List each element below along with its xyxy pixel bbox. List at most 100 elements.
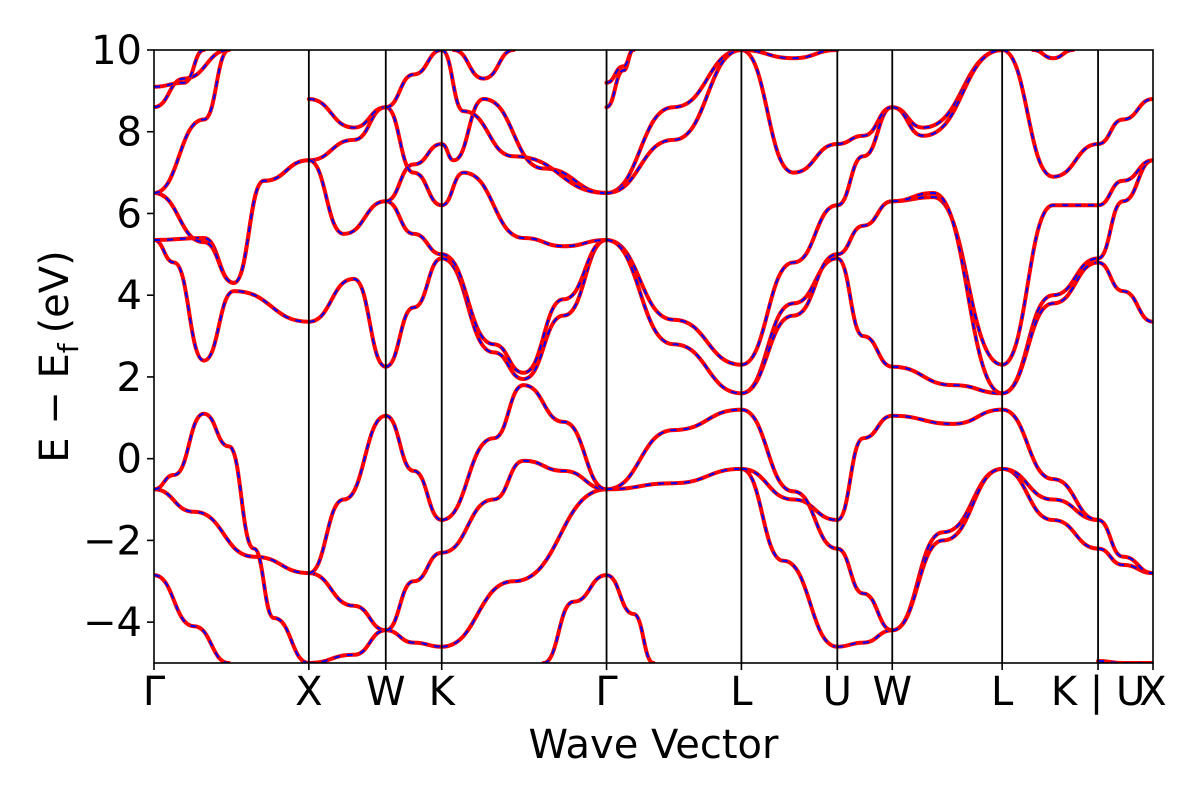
band-line-dashed-12 [308, 277, 387, 368]
plot-area-frame [153, 49, 1154, 664]
band-line-dashed-28 [441, 239, 607, 374]
band-line-solid-56 [835, 105, 895, 208]
band-line-solid-25 [439, 458, 609, 555]
y-tick-label-3: 2 [117, 355, 142, 401]
band-line-dashed-44 [741, 467, 838, 521]
band-line-solid-43 [739, 466, 840, 649]
band-line-dashed-49 [741, 50, 838, 174]
bands-layer [154, 50, 1153, 663]
y-axis-title-subscript: f [52, 342, 85, 353]
band-line-dashed-53 [836, 414, 893, 521]
band-line-dashed-55 [837, 200, 893, 256]
band-line-dashed-59 [892, 467, 1003, 632]
x-tick-label-9: K | U [1051, 669, 1145, 715]
band-line-dashed-0 [154, 574, 230, 663]
band-line-dashed-38 [606, 239, 742, 395]
band-line-solid-78 [1096, 158, 1153, 208]
band-line-solid-0 [154, 573, 231, 663]
band-line-solid-57 [835, 105, 895, 146]
band-line-solid-58 [890, 466, 1005, 633]
band-line-dashed-40 [606, 50, 742, 194]
band-line-dashed-18 [385, 551, 442, 632]
band-line-dashed-16 [385, 629, 442, 648]
band-line-solid-40 [604, 50, 744, 195]
band-line-solid-62 [890, 195, 1005, 367]
band-line-solid-69 [1000, 256, 1101, 396]
band-line-dashed-54 [836, 257, 893, 368]
band-line-dashed-42 [606, 50, 634, 84]
band-line-dashed-13 [308, 106, 386, 162]
band-line-dashed-48 [741, 204, 838, 366]
y-axis-title-unit: (eV) [32, 250, 78, 333]
band-line-dashed-15 [308, 159, 386, 235]
y-tick-label-1: −2 [83, 518, 142, 564]
band-line-dashed-56 [836, 106, 893, 207]
band-line-solid-80 [1096, 659, 1153, 663]
band-line-solid-27 [439, 238, 609, 381]
band-line-dashed-43 [741, 467, 838, 648]
band-line-dashed-22 [385, 106, 442, 207]
band-line-dashed-7 [154, 50, 229, 109]
band-line-solid-61 [890, 364, 1005, 396]
band-line-solid-52 [835, 546, 895, 633]
band-line-solid-46 [739, 256, 840, 396]
band-line-dashed-34 [606, 574, 654, 663]
band-line-solid-16 [383, 628, 444, 649]
band-line-dashed-24 [441, 488, 607, 648]
band-line-dashed-27 [441, 239, 607, 381]
band-line-solid-34 [604, 573, 656, 663]
y-tick-label-4: 4 [117, 273, 142, 319]
band-line-solid-9 [306, 571, 388, 633]
band-line-dashed-20 [385, 200, 442, 256]
x-tick-label-3: K [429, 669, 457, 715]
band-line-dashed-35 [606, 467, 742, 491]
band-line-solid-45 [739, 407, 840, 551]
band-line-solid-54 [835, 256, 895, 369]
band-line-dashed-30 [441, 97, 607, 194]
band-line-dashed-67 [1002, 467, 1099, 521]
band-line-dashed-77 [1097, 261, 1153, 323]
band-line-solid-12 [306, 276, 388, 369]
band-line-dashed-26 [441, 384, 607, 521]
x-tick-label-6: U [823, 669, 852, 715]
x-axis-title: Wave Vector [529, 722, 780, 768]
band-line-solid-17 [383, 413, 444, 522]
x-tick-label-4: Γ [595, 669, 618, 715]
x-tick-label-1: X [295, 669, 322, 715]
high-symmetry-lines [307, 50, 1099, 663]
band-line-solid-63 [890, 191, 1005, 396]
band-line-solid-3 [154, 238, 311, 363]
band-line-dashed-47 [741, 253, 838, 395]
band-line-dashed-14 [308, 98, 386, 129]
band-line-solid-20 [383, 199, 444, 257]
band-line-dashed-45 [741, 408, 838, 550]
x-tick-label-8: L [991, 669, 1014, 715]
x-tick-label-5: L [730, 669, 753, 715]
band-line-solid-68 [1000, 407, 1101, 522]
band-line-dashed-8 [154, 50, 205, 88]
band-line-dashed-3 [154, 239, 309, 362]
band-line-solid-22 [383, 105, 444, 208]
band-line-dashed-10 [308, 629, 386, 663]
band-line-dashed-36 [606, 408, 742, 491]
x-tick-label-7: W [872, 669, 912, 715]
band-line-solid-19 [383, 256, 444, 369]
band-line-solid-2 [154, 411, 311, 663]
band-line-dashed-46 [741, 257, 838, 395]
band-line-dashed-63 [892, 191, 1003, 395]
band-line-solid-38 [604, 238, 744, 396]
x-tick-label-0: Γ [143, 669, 166, 715]
band-line-dashed-68 [1002, 408, 1099, 521]
band-line-solid-79 [1096, 97, 1153, 146]
band-line-solid-36 [604, 407, 744, 492]
band-line-dashed-72 [1001, 50, 1099, 178]
band-line-dashed-1 [154, 488, 309, 575]
band-line-dashed-33 [543, 574, 607, 663]
y-axis-title: E − Ef (eV) [32, 250, 85, 463]
band-line-dashed-6 [154, 50, 230, 194]
band-line-solid-75 [1096, 518, 1153, 576]
band-line-dashed-51 [837, 629, 893, 648]
band-line-solid-1 [154, 487, 311, 576]
band-line-dashed-65 [892, 50, 1003, 137]
